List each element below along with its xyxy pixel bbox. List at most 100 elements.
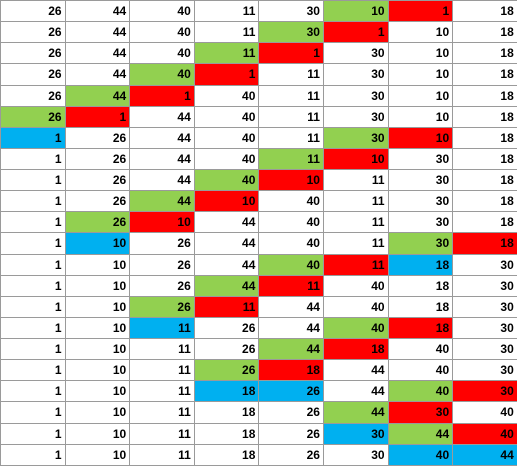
grid-cell[interactable]: 44 xyxy=(64,0,131,23)
grid-cell[interactable]: 40 xyxy=(387,443,454,466)
grid-cell[interactable]: 40 xyxy=(322,295,389,318)
grid-cell[interactable]: 26 xyxy=(64,168,131,192)
grid-cell[interactable]: 18 xyxy=(193,401,260,424)
grid-cell[interactable]: 11 xyxy=(129,337,195,361)
grid-cell[interactable]: 10 xyxy=(64,422,131,445)
grid-cell[interactable]: 30 xyxy=(452,316,517,340)
grid-cell[interactable]: 30 xyxy=(452,295,517,318)
grid-cell[interactable]: 1 xyxy=(0,126,66,149)
grid-cell[interactable]: 30 xyxy=(387,211,454,234)
grid-cell[interactable]: 40 xyxy=(452,401,517,424)
grid-cell[interactable]: 30 xyxy=(322,42,389,65)
grid-cell[interactable]: 10 xyxy=(64,316,131,340)
grid-cell[interactable]: 1 xyxy=(0,274,66,297)
grid-cell[interactable]: 1 xyxy=(0,211,66,234)
grid-cell[interactable]: 26 xyxy=(64,147,131,171)
grid-cell[interactable]: 40 xyxy=(129,42,195,65)
grid-cell[interactable]: 30 xyxy=(322,422,389,445)
grid-cell[interactable]: 40 xyxy=(452,422,517,445)
grid-cell[interactable]: 10 xyxy=(322,147,389,171)
grid-cell[interactable]: 26 xyxy=(0,42,66,65)
grid-cell[interactable]: 30 xyxy=(322,443,389,466)
grid-cell[interactable]: 18 xyxy=(193,443,260,466)
grid-cell[interactable]: 40 xyxy=(129,63,195,86)
grid-cell[interactable]: 40 xyxy=(129,21,195,44)
grid-cell[interactable]: 1 xyxy=(0,316,66,340)
grid-cell[interactable]: 26 xyxy=(64,190,131,213)
grid-cell[interactable]: 30 xyxy=(258,0,324,23)
grid-cell[interactable]: 18 xyxy=(452,0,517,23)
grid-cell[interactable]: 40 xyxy=(322,274,389,297)
grid-cell[interactable]: 18 xyxy=(387,316,454,340)
grid-cell[interactable]: 44 xyxy=(387,422,454,445)
grid-cell[interactable]: 44 xyxy=(64,84,131,107)
grid-cell[interactable]: 1 xyxy=(193,63,260,86)
grid-cell[interactable]: 18 xyxy=(193,380,260,403)
grid-cell[interactable]: 11 xyxy=(129,359,195,382)
grid-cell[interactable]: 30 xyxy=(452,359,517,382)
grid-cell[interactable]: 26 xyxy=(64,211,131,234)
grid-cell[interactable]: 26 xyxy=(193,337,260,361)
grid-cell[interactable]: 18 xyxy=(387,295,454,318)
grid-cell[interactable]: 18 xyxy=(452,232,517,255)
grid-cell[interactable]: 44 xyxy=(258,295,324,318)
grid-cell[interactable]: 44 xyxy=(193,253,260,276)
grid-cell[interactable]: 44 xyxy=(129,147,195,171)
grid-cell[interactable]: 1 xyxy=(0,401,66,424)
grid-cell[interactable]: 30 xyxy=(387,190,454,213)
grid-cell[interactable]: 26 xyxy=(258,380,324,403)
grid-cell[interactable]: 11 xyxy=(129,401,195,424)
grid-cell[interactable]: 10 xyxy=(387,126,454,149)
grid-cell[interactable]: 1 xyxy=(0,337,66,361)
grid-cell[interactable]: 1 xyxy=(0,359,66,382)
grid-cell[interactable]: 10 xyxy=(193,190,260,213)
grid-cell[interactable]: 10 xyxy=(64,253,131,276)
grid-cell[interactable]: 11 xyxy=(322,211,389,234)
grid-cell[interactable]: 1 xyxy=(0,295,66,318)
grid-cell[interactable]: 11 xyxy=(129,316,195,340)
grid-cell[interactable]: 18 xyxy=(322,337,389,361)
grid-cell[interactable]: 1 xyxy=(0,232,66,255)
grid-cell[interactable]: 44 xyxy=(322,401,389,424)
grid-cell[interactable]: 1 xyxy=(129,84,195,107)
grid-cell[interactable]: 1 xyxy=(0,147,66,171)
grid-cell[interactable]: 30 xyxy=(322,105,389,128)
grid-cell[interactable]: 30 xyxy=(322,84,389,107)
grid-cell[interactable]: 26 xyxy=(0,63,66,86)
grid-cell[interactable]: 30 xyxy=(322,126,389,149)
grid-cell[interactable]: 30 xyxy=(387,401,454,424)
grid-cell[interactable]: 26 xyxy=(0,0,66,23)
grid-cell[interactable]: 11 xyxy=(322,253,389,276)
grid-cell[interactable]: 10 xyxy=(64,443,131,466)
grid-cell[interactable]: 18 xyxy=(452,84,517,107)
grid-cell[interactable]: 10 xyxy=(64,232,131,255)
grid-cell[interactable]: 40 xyxy=(129,0,195,23)
grid-cell[interactable]: 18 xyxy=(452,126,517,149)
grid-cell[interactable]: 30 xyxy=(387,147,454,171)
grid-cell[interactable]: 26 xyxy=(129,274,195,297)
grid-cell[interactable]: 1 xyxy=(64,105,131,128)
grid-cell[interactable]: 10 xyxy=(387,21,454,44)
grid-cell[interactable]: 11 xyxy=(322,168,389,192)
grid-cell[interactable]: 40 xyxy=(193,105,260,128)
grid-cell[interactable]: 1 xyxy=(0,168,66,192)
grid-cell[interactable]: 11 xyxy=(129,443,195,466)
grid-cell[interactable]: 11 xyxy=(193,0,260,23)
grid-cell[interactable]: 18 xyxy=(258,359,324,382)
grid-cell[interactable]: 10 xyxy=(64,337,131,361)
grid-cell[interactable]: 26 xyxy=(193,359,260,382)
grid-cell[interactable]: 10 xyxy=(64,274,131,297)
grid-cell[interactable]: 1 xyxy=(0,422,66,445)
grid-cell[interactable]: 44 xyxy=(64,42,131,65)
grid-cell[interactable]: 1 xyxy=(322,21,389,44)
grid-cell[interactable]: 1 xyxy=(0,190,66,213)
grid-cell[interactable]: 18 xyxy=(452,42,517,65)
grid-cell[interactable]: 44 xyxy=(322,359,389,382)
grid-cell[interactable]: 26 xyxy=(258,443,324,466)
grid-cell[interactable]: 30 xyxy=(452,274,517,297)
grid-cell[interactable]: 1 xyxy=(0,380,66,403)
grid-cell[interactable]: 40 xyxy=(387,380,454,403)
grid-cell[interactable]: 44 xyxy=(452,443,517,466)
grid-cell[interactable]: 18 xyxy=(452,147,517,171)
grid-cell[interactable]: 44 xyxy=(64,21,131,44)
